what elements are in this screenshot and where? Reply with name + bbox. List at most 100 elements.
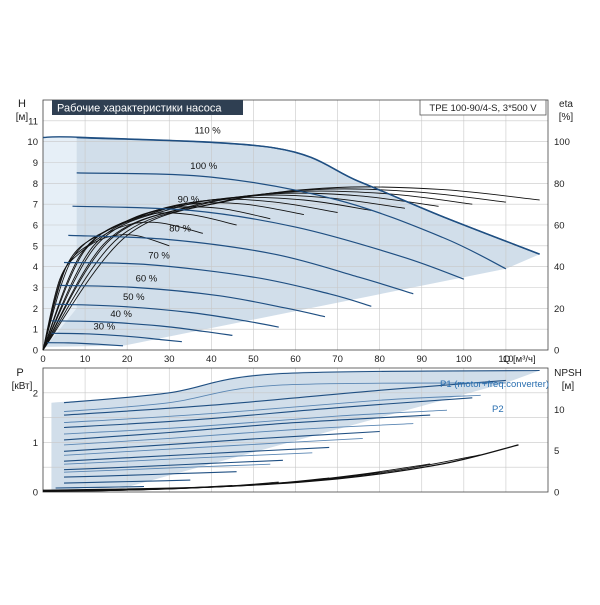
power-curve-p1 — [63, 471, 237, 478]
top-x-tick-label: 110 — [498, 354, 513, 365]
head-curve — [51, 332, 182, 343]
top-y-tick-label: 1 — [33, 325, 38, 336]
head-curve-label: 100 % — [190, 161, 217, 172]
head-curve — [68, 234, 414, 295]
power-curve-p2 — [63, 437, 363, 456]
top-x-tick-label: 70 — [332, 354, 343, 365]
head-curve-label: 50 % — [123, 292, 145, 303]
top-eta-tick-label: 0 — [554, 346, 559, 357]
top-eta-tick-label: 40 — [554, 262, 565, 273]
top-y-tick-label: 10 — [27, 137, 38, 148]
top-y-tick-label: 0 — [33, 346, 38, 357]
power-curve-p2 — [63, 423, 414, 446]
power-curve-p1 — [63, 369, 540, 404]
top-x-tick-label: 20 — [122, 354, 133, 365]
eta-curve — [42, 202, 304, 351]
chart-title-box: Рабочие характеристики насоса — [52, 100, 243, 115]
top-x-tick-label: 0 — [40, 354, 45, 365]
top-eta-tick-label: 20 — [554, 304, 565, 315]
bottom-y-tick-label: 2 — [33, 388, 38, 399]
series-label-p1: P1 (motor+freq.converter) — [440, 379, 549, 390]
head-curve-label: 60 % — [136, 273, 158, 284]
bottom-plot-frame — [42, 367, 549, 493]
x-axis-label: Q [м³/ч] — [503, 354, 536, 365]
operating-region — [43, 136, 540, 347]
head-curve-label: 90 % — [178, 194, 200, 205]
bottom-y-unit-left: [кВт] — [12, 381, 33, 392]
power-curve-p2 — [63, 394, 481, 424]
bottom-y-unit-right: [м] — [562, 381, 575, 392]
eta-curve — [42, 221, 204, 351]
power-curve-p2 — [63, 463, 271, 473]
bottom-plot-area: 0 1 2 0 5 10 — [33, 367, 565, 499]
power-curve-p1 — [63, 414, 431, 441]
bottom-npsh-tick-label: 5 — [554, 446, 559, 457]
top-y-unit-right: [%] — [559, 112, 574, 123]
power-curve-p1 — [63, 479, 191, 484]
top-x-tick-label: 80 — [374, 354, 385, 365]
top-y-tick-label: 4 — [33, 262, 38, 273]
top-plot-frame — [42, 99, 549, 351]
bottom-npsh-tick-label: 10 — [554, 405, 565, 416]
top-eta-tick-label: 100 — [554, 137, 570, 148]
head-curve-label: 110 % — [195, 126, 222, 137]
head-curve — [76, 172, 507, 270]
head-curve — [47, 342, 124, 347]
top-plot-area: 0 10 20 30 40 50 60 70 80 90 100 110012345678910110… — [27, 99, 570, 365]
top-y-unit-left: [м] — [16, 112, 29, 123]
top-y-tick-label: 3 — [33, 283, 38, 294]
power-curve-p1 — [63, 379, 506, 416]
top-y-tick-label: 7 — [33, 200, 38, 211]
power-curve-p2 — [63, 382, 506, 413]
top-x-tick-label: 40 — [206, 354, 217, 365]
top-eta-tick-label: 60 — [554, 221, 565, 232]
head-curve — [59, 284, 326, 318]
bottom-y-label-right: NPSH — [554, 368, 582, 379]
npsh-curve — [42, 484, 233, 493]
top-y-tick-label: 11 — [28, 116, 38, 127]
head-curve-label: 40 % — [110, 309, 132, 320]
model-label-box: TPE 100-90/4-S, 3*500 V — [419, 99, 547, 116]
head-curve-label: 30 % — [94, 321, 116, 332]
eta-curve — [42, 212, 237, 351]
top-eta-tick-label: 80 — [554, 179, 565, 190]
power-curve-p1 — [55, 485, 145, 489]
top-x-tick-label: 90 — [416, 354, 427, 365]
eta-curve — [42, 198, 338, 351]
series-label-p2: P2 — [492, 404, 504, 415]
bottom-npsh-tick-label: 0 — [554, 488, 559, 499]
power-curve-p2 — [63, 452, 313, 465]
top-y-tick-label: 9 — [33, 158, 38, 169]
head-curve — [72, 205, 465, 280]
top-x-tick-label: 30 — [164, 354, 175, 365]
bottom-y-label-left: P — [16, 367, 23, 379]
eta-curve — [42, 234, 170, 351]
power-curve-p1 — [63, 446, 330, 462]
top-x-tick-label: 100 — [456, 354, 472, 365]
top-y-label-left: H — [18, 98, 26, 110]
top-y-label-right: eta — [559, 99, 573, 110]
top-x-tick-label: 10 — [80, 354, 91, 365]
power-curve-p1 — [63, 459, 283, 471]
top-y-tick-label: 6 — [33, 221, 38, 232]
top-y-tick-label: 2 — [33, 304, 38, 315]
head-curve — [63, 261, 372, 307]
chart-title: Рабочие характеристики насоса — [57, 103, 222, 115]
max-head-envelope — [42, 136, 540, 255]
power-curve-p2 — [63, 409, 448, 435]
power-curve-p1 — [63, 397, 473, 429]
head-curve-label: 70 % — [148, 251, 170, 262]
bottom-y-tick-label: 1 — [33, 438, 38, 449]
bottom-y-tick-label: 0 — [33, 488, 38, 499]
eta-curve — [42, 206, 271, 351]
top-y-tick-label: 5 — [33, 241, 38, 252]
head-curve-label: 80 % — [169, 223, 191, 234]
operating-region-left — [43, 137, 77, 350]
top-x-tick-label: 50 — [248, 354, 259, 365]
model-label: TPE 100-90/4-S, 3*500 V — [429, 103, 537, 114]
head-curve — [55, 303, 279, 328]
top-x-tick-label: 60 — [290, 354, 301, 365]
head-curve — [51, 320, 233, 336]
